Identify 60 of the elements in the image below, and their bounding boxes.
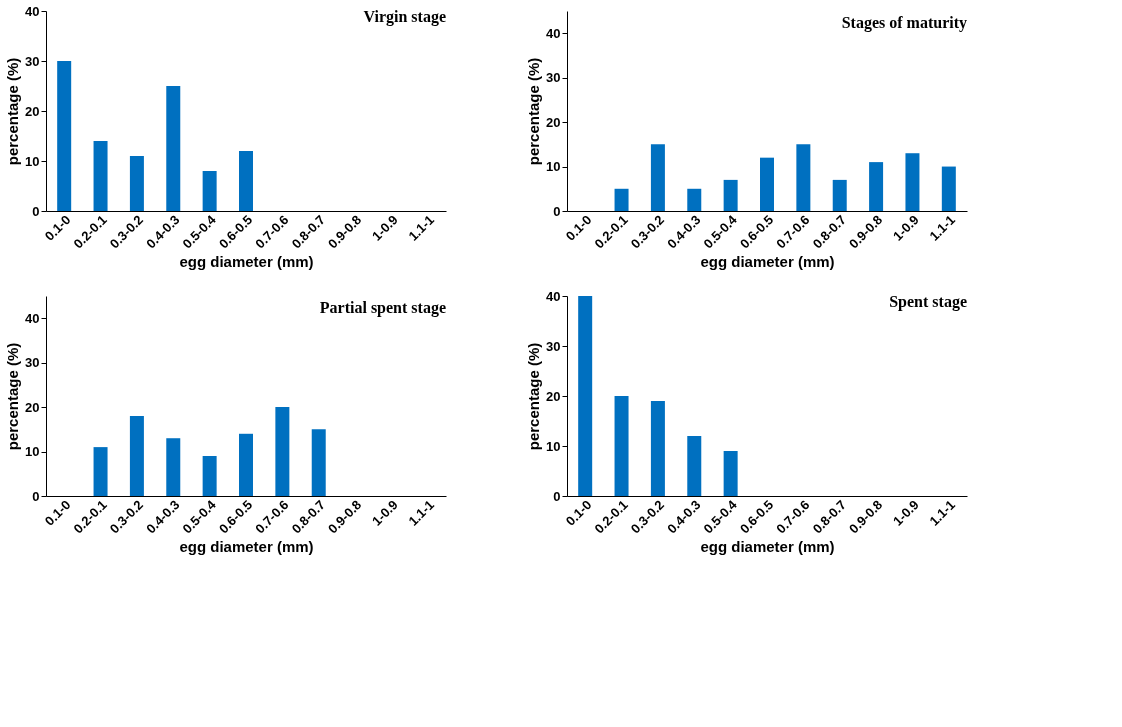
y-tick-label: 40 [546, 288, 561, 304]
bar [832, 179, 847, 211]
bar [93, 141, 108, 211]
chart-title: Partial spent stage [319, 299, 446, 317]
y-tick-label: 20 [25, 399, 40, 415]
y-tick-label: 10 [546, 438, 561, 454]
y-tick-label: 40 [546, 25, 561, 41]
y-tick-label: 20 [25, 103, 40, 119]
bar [614, 188, 629, 211]
bar [275, 407, 290, 496]
bar [796, 144, 811, 211]
x-axis-title: egg diameter (mm) [700, 253, 835, 271]
bar [239, 433, 253, 496]
bar [239, 151, 253, 211]
y-axis-title: percentage (%) [4, 57, 22, 166]
bar [57, 61, 72, 211]
chart-title: Spent stage [889, 293, 967, 311]
x-axis-title: egg diameter (mm) [179, 253, 314, 271]
bar [129, 156, 144, 211]
y-tick-label: 0 [32, 203, 40, 219]
bar [941, 166, 956, 211]
y-tick-label: 10 [546, 159, 561, 175]
y-tick-label: 40 [25, 3, 40, 19]
y-tick-label: 30 [25, 53, 40, 69]
bar [202, 171, 217, 211]
bar [905, 153, 920, 211]
bar [723, 179, 738, 211]
y-tick-label: 10 [25, 444, 40, 460]
bar [760, 157, 774, 211]
bar [687, 436, 702, 496]
y-tick-label: 10 [25, 153, 40, 169]
bar [723, 451, 738, 496]
bar [93, 447, 108, 496]
bar [202, 456, 217, 496]
y-tick-label: 40 [25, 310, 40, 326]
y-axis-title: percentage (%) [525, 57, 543, 166]
bar [869, 162, 884, 211]
x-axis-title: egg diameter (mm) [700, 538, 835, 556]
y-tick-label: 20 [546, 114, 561, 130]
y-axis-title: percentage (%) [525, 342, 543, 451]
bar [650, 401, 665, 496]
y-tick-label: 0 [32, 488, 40, 504]
bar [166, 438, 181, 496]
bar [578, 296, 593, 496]
bar [166, 86, 181, 211]
bar [650, 144, 665, 211]
chart-title: Stages of maturity [841, 14, 967, 32]
y-tick-label: 0 [553, 488, 561, 504]
chart-title: Virgin stage [363, 8, 446, 26]
y-tick-label: 30 [546, 338, 561, 354]
bar [614, 396, 629, 496]
y-axis-title: percentage (%) [4, 342, 22, 451]
y-tick-label: 20 [546, 388, 561, 404]
y-tick-label: 0 [553, 203, 561, 219]
bar [311, 429, 326, 496]
y-tick-label: 30 [25, 355, 40, 371]
y-tick-label: 30 [546, 70, 561, 86]
bar [687, 188, 702, 211]
bar [129, 416, 144, 496]
x-axis-title: egg diameter (mm) [179, 538, 314, 556]
